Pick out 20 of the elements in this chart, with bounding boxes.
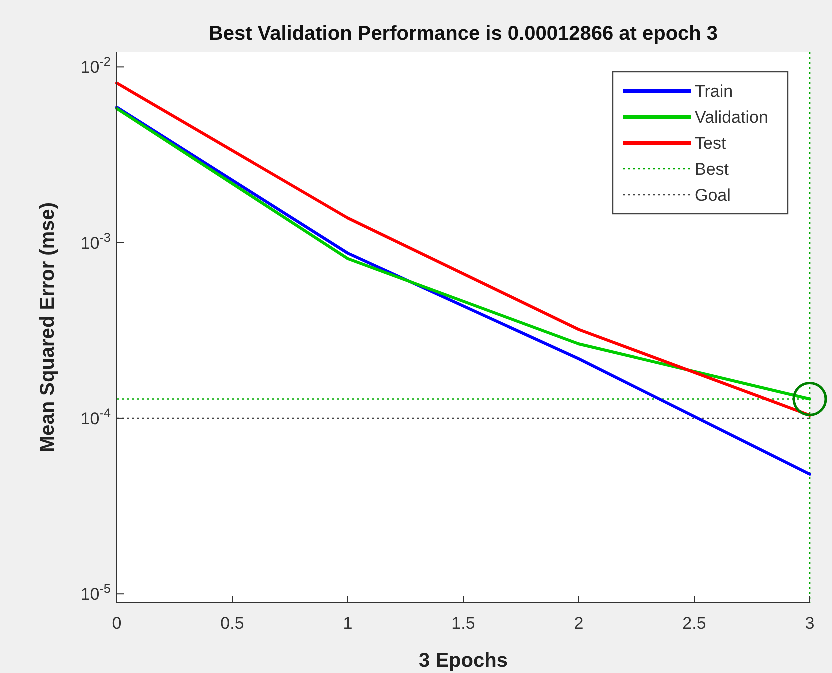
line-series [116, 106, 812, 476]
legend-label: Best [695, 160, 730, 179]
x-tick-label: 0.5 [220, 614, 244, 633]
x-tick-label: 2.5 [682, 614, 706, 633]
y-tick-label: 10$^{-5}$ [80, 580, 111, 604]
x-tick-label: 2 [574, 614, 584, 633]
x-axis-title: 3 Epochs [419, 650, 508, 672]
x-tick-label: 1 [343, 614, 353, 633]
legend-label: Validation [695, 108, 768, 127]
y-tick-label: 10$^{-3}$ [80, 229, 111, 253]
legend-label: Goal [695, 186, 731, 205]
legend-label: Train [695, 82, 734, 101]
x-tick-label: 1.5 [452, 614, 476, 633]
x-tick-label: 0 [112, 614, 122, 633]
y-tick-label: 10$^{-2}$ [80, 54, 111, 78]
x-tick-label: 3 [805, 614, 815, 633]
legend-label: Test [695, 134, 726, 153]
y-axis-title: Mean Squared Error (mse) [37, 202, 59, 453]
chart-title: Best Validation Performance is 0.00012866 at epoch 3 [208, 23, 718, 45]
y-tick-label: 10$^{-4}$ [80, 404, 111, 428]
